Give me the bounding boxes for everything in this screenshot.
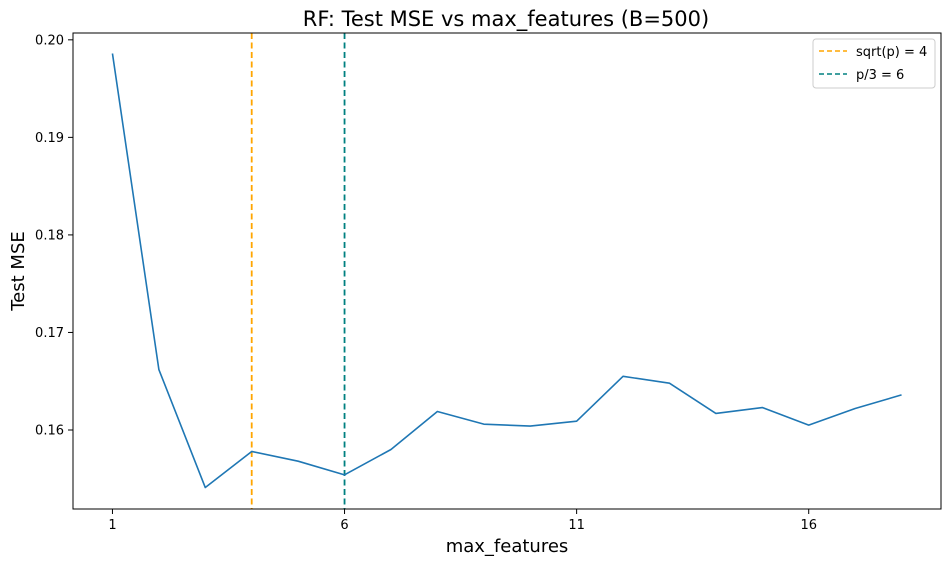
- legend-label-sqrt: sqrt(p) = 4: [856, 45, 927, 60]
- y-tick-label: 0.17: [35, 326, 64, 341]
- y-axis-title: Test MSE: [8, 231, 29, 312]
- y-tick-label: 0.16: [35, 423, 64, 438]
- x-tick-label: 11: [568, 518, 585, 533]
- x-tick-label: 6: [340, 518, 348, 533]
- x-axis-title: max_features: [446, 536, 569, 557]
- legend-label-p3: p/3 = 6: [856, 68, 904, 83]
- chart-title: RF: Test MSE vs max_features (B=500): [303, 7, 709, 32]
- x-tick-label: 1: [108, 518, 116, 533]
- x-tick-label: 16: [800, 518, 817, 533]
- y-tick-label: 0.19: [35, 131, 64, 146]
- y-tick-label: 0.20: [35, 33, 64, 48]
- y-tick-label: 0.18: [35, 228, 64, 243]
- legend: sqrt(p) = 4 p/3 = 6: [813, 39, 935, 88]
